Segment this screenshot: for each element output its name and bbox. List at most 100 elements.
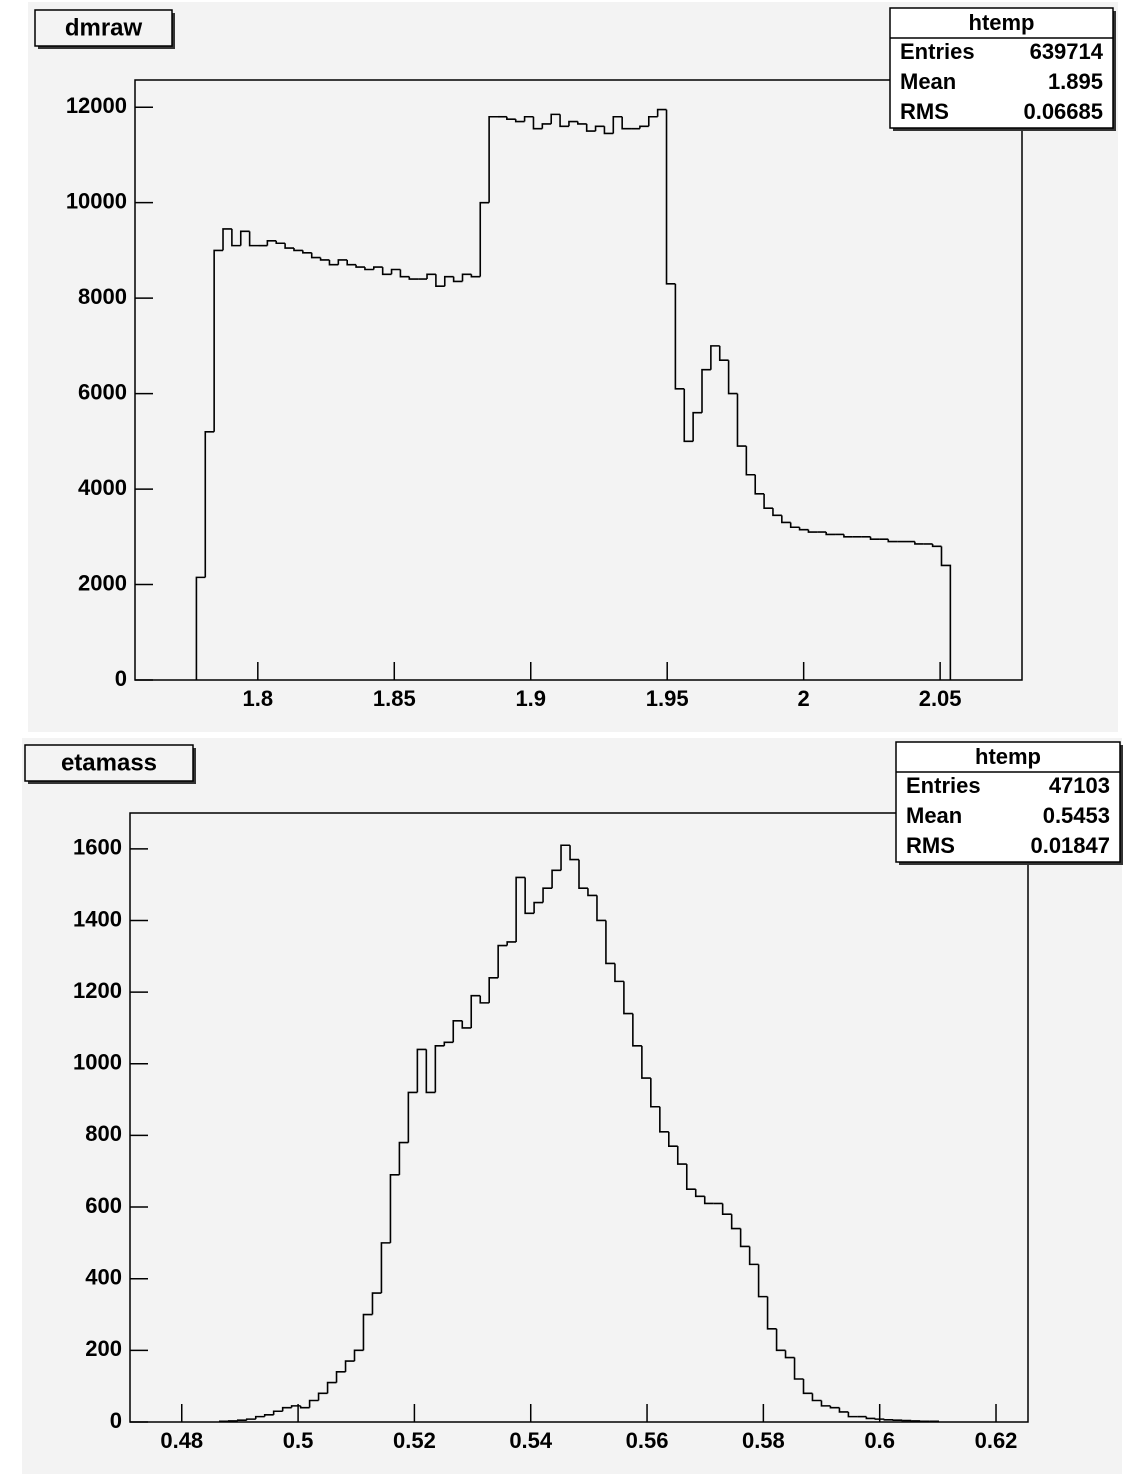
histogram-bin: [623, 981, 633, 1015]
histogram-bin: [701, 368, 711, 413]
histogram-bin: [236, 1419, 247, 1422]
histogram-bin: [612, 115, 623, 134]
histogram-bin: [550, 113, 561, 124]
histogram-bin: [736, 393, 747, 447]
histogram-bin: [585, 123, 596, 132]
histogram-bin: [676, 1146, 687, 1165]
y-tick-label: 600: [85, 1193, 122, 1218]
histogram-bin: [470, 994, 481, 1028]
x-tick-label: 1.9: [515, 686, 546, 711]
y-tick-label: 1200: [73, 978, 122, 1003]
histogram-bin: [730, 1214, 741, 1230]
histogram-bin: [204, 430, 215, 578]
histogram-bin: [789, 522, 800, 529]
histogram-bin: [632, 1013, 642, 1047]
histogram-bin: [514, 119, 525, 123]
histogram-bin: [479, 201, 490, 277]
y-tick-label: 0: [115, 666, 127, 691]
histogram-bin: [532, 116, 543, 130]
histogram-bin: [266, 240, 277, 246]
histogram-bin: [745, 446, 756, 476]
histogram-bin: [847, 1411, 858, 1418]
histogram-bin: [308, 1399, 319, 1408]
chart-title: dmraw: [65, 14, 143, 41]
histogram-bin: [284, 243, 294, 249]
histogram-bin: [710, 345, 720, 370]
histogram-bin: [355, 264, 365, 268]
x-tick-label: 0.5: [283, 1428, 314, 1453]
histogram-bin: [416, 1048, 427, 1093]
histogram-bin: [425, 1049, 436, 1094]
x-tick-label: 2.05: [919, 686, 962, 711]
histogram-bin: [272, 1410, 283, 1415]
histogram-bin: [461, 273, 472, 282]
histogram-bin: [559, 114, 569, 128]
histogram-bin: [219, 1420, 229, 1423]
histogram-bin: [541, 123, 552, 129]
histogram-bin: [523, 115, 534, 122]
y-tick-label: 800: [85, 1121, 122, 1146]
histogram-bin: [668, 1131, 678, 1147]
histogram-bin: [560, 844, 571, 871]
histogram-bin: [587, 888, 597, 897]
histogram-bin: [389, 1174, 400, 1243]
histogram-bin: [683, 388, 694, 443]
stats-label: RMS: [906, 833, 955, 858]
y-tick-label: 2000: [78, 570, 127, 595]
histogram-bin: [784, 1350, 795, 1359]
histogram-bin: [763, 493, 773, 509]
x-tick-label: 1.95: [646, 686, 689, 711]
histogram-bin: [721, 1203, 732, 1216]
histogram-bin: [275, 240, 286, 245]
stats-value: 0.06685: [1023, 99, 1103, 124]
histogram-bin: [569, 845, 579, 861]
histogram-bin: [293, 248, 303, 252]
histogram-bin: [408, 276, 419, 280]
histogram-bin: [443, 275, 454, 287]
histogram-bin: [551, 869, 562, 889]
histogram-bin: [825, 532, 836, 536]
histogram-bin: [929, 1420, 939, 1423]
x-tick-label: 0.62: [975, 1428, 1018, 1453]
histogram-bin: [802, 1379, 813, 1395]
histogram-bin: [195, 576, 206, 680]
stats-value: 0.01847: [1030, 833, 1110, 858]
stats-value: 0.5453: [1043, 803, 1110, 828]
histogram-bin: [435, 274, 445, 288]
histogram-bin: [398, 1141, 409, 1175]
x-tick-label: 0.58: [742, 1428, 785, 1453]
stats-label: Mean: [906, 803, 962, 828]
histogram-bin: [775, 1328, 786, 1352]
histogram-bin: [829, 1405, 840, 1409]
histogram-bin: [605, 920, 615, 965]
histogram-bin: [718, 345, 729, 361]
histogram-bin: [399, 269, 410, 278]
title-box: [24, 744, 194, 782]
histogram-bin: [869, 536, 880, 540]
histogram-bin: [317, 1392, 328, 1401]
histogram-bin: [865, 1416, 876, 1420]
histogram-bin: [353, 1349, 364, 1362]
histogram-bin: [621, 116, 632, 130]
histogram-bin: [344, 1360, 355, 1372]
histogram-bin: [820, 1400, 831, 1407]
x-tick-label: 0.48: [160, 1428, 203, 1453]
y-tick-label: 0: [110, 1408, 122, 1433]
histogram-bin: [290, 1405, 301, 1408]
histogram-bin: [488, 115, 498, 203]
y-tick-label: 8000: [78, 284, 127, 309]
histogram-bin: [843, 534, 853, 538]
histogram-bin: [793, 1357, 804, 1380]
histogram-bin: [727, 360, 738, 395]
histogram-bin: [281, 1406, 292, 1412]
histogram-bin: [798, 527, 809, 531]
histogram-bin: [694, 1189, 705, 1198]
histogram-bin: [578, 859, 588, 890]
x-tick-label: 1.8: [243, 686, 274, 711]
histogram-bin: [577, 121, 587, 125]
histogram-bin: [245, 1418, 256, 1421]
y-tick-label: 200: [85, 1336, 122, 1361]
y-tick-label: 1600: [73, 835, 122, 860]
